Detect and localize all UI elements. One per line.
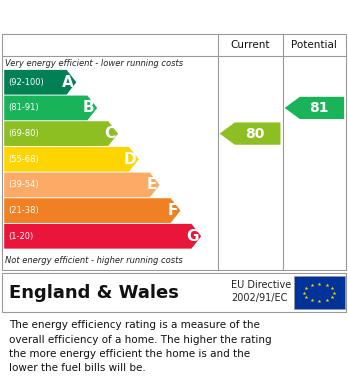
Text: Not energy efficient - higher running costs: Not energy efficient - higher running co… bbox=[5, 256, 183, 265]
Text: C: C bbox=[104, 126, 115, 141]
Text: (55-68): (55-68) bbox=[8, 155, 39, 164]
Text: Very energy efficient - lower running costs: Very energy efficient - lower running co… bbox=[5, 59, 183, 68]
Polygon shape bbox=[220, 122, 280, 145]
Text: (1-20): (1-20) bbox=[8, 232, 34, 241]
Polygon shape bbox=[4, 70, 76, 95]
Text: (39-54): (39-54) bbox=[8, 180, 39, 189]
Text: Energy Efficiency Rating: Energy Efficiency Rating bbox=[9, 9, 219, 24]
Text: (92-100): (92-100) bbox=[8, 78, 44, 87]
Text: Current: Current bbox=[230, 40, 270, 50]
Polygon shape bbox=[4, 224, 201, 249]
Text: B: B bbox=[83, 100, 94, 115]
Polygon shape bbox=[4, 198, 180, 223]
Text: D: D bbox=[124, 152, 136, 167]
Text: The energy efficiency rating is a measure of the
overall efficiency of a home. T: The energy efficiency rating is a measur… bbox=[9, 320, 271, 373]
Text: (69-80): (69-80) bbox=[8, 129, 39, 138]
Text: 80: 80 bbox=[245, 127, 264, 141]
Text: G: G bbox=[186, 229, 198, 244]
Text: Potential: Potential bbox=[292, 40, 337, 50]
Bar bbox=[294, 276, 345, 309]
Text: (21-38): (21-38) bbox=[8, 206, 39, 215]
Polygon shape bbox=[285, 97, 344, 119]
Polygon shape bbox=[4, 172, 160, 197]
Text: (81-91): (81-91) bbox=[8, 103, 39, 113]
Text: England & Wales: England & Wales bbox=[9, 283, 179, 301]
Polygon shape bbox=[4, 121, 118, 146]
Text: 81: 81 bbox=[309, 101, 329, 115]
Text: E: E bbox=[147, 178, 157, 192]
Text: EU Directive
2002/91/EC: EU Directive 2002/91/EC bbox=[231, 280, 292, 303]
Text: A: A bbox=[62, 75, 73, 90]
Polygon shape bbox=[4, 147, 139, 172]
Polygon shape bbox=[4, 95, 97, 120]
Text: F: F bbox=[167, 203, 177, 218]
